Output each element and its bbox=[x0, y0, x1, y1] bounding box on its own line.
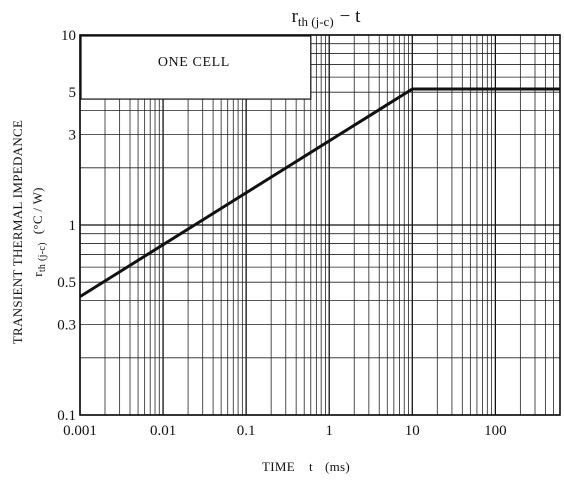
y-tick-labels: 0.1 0.3 0.5 1 3 5 10 bbox=[57, 28, 76, 424]
plot-frame bbox=[79, 34, 561, 416]
y-axis-label-line2: rth (j-c) (°C / W) bbox=[30, 187, 48, 277]
y-tick-label: 5 bbox=[69, 85, 77, 101]
x-axis-label-unit: (ms) bbox=[325, 459, 350, 474]
x-tick-label: 100 bbox=[484, 423, 507, 439]
x-tick-label: 0.001 bbox=[63, 423, 97, 439]
y-tick-label: 0.3 bbox=[57, 317, 76, 333]
x-axis-label: TIME t (ms) bbox=[262, 459, 350, 474]
y-tick-label: 3 bbox=[69, 127, 77, 143]
x-tick-label: 1 bbox=[325, 423, 333, 439]
chart-title-suffix: − t bbox=[340, 6, 361, 27]
y-axis-label-unit: (°C / W) bbox=[30, 187, 45, 234]
x-tick-label: 10 bbox=[405, 423, 420, 439]
annotation-box-background bbox=[80, 35, 312, 100]
y-axis-label-line1: TRANSIENT THERMAL IMPEDANCE bbox=[10, 120, 25, 345]
annotation-box: ONE CELL bbox=[80, 35, 312, 100]
x-tick-label: 0.01 bbox=[150, 423, 176, 439]
y-tick-label: 0.5 bbox=[57, 275, 76, 291]
y-axis-label-var: r bbox=[30, 272, 45, 277]
y-tick-label: 1 bbox=[69, 218, 77, 234]
x-tick-labels: 0.001 0.01 0.1 1 10 100 bbox=[63, 423, 506, 439]
annotation-text: ONE CELL bbox=[158, 55, 230, 70]
chart-title: rth (j-c) − t bbox=[292, 6, 362, 29]
x-axis-label-prefix: TIME bbox=[262, 459, 295, 474]
x-axis-label-variable: t bbox=[309, 459, 313, 474]
y-axis-label-line2-group: rth (j-c) (°C / W) bbox=[30, 187, 48, 277]
y-axis-label-subscript: th (j-c) bbox=[37, 242, 48, 272]
series-line bbox=[79, 87, 560, 298]
y-axis-label-line1-group: TRANSIENT THERMAL IMPEDANCE bbox=[10, 120, 25, 345]
y-tick-label: 10 bbox=[61, 28, 76, 44]
x-tick-label: 0.1 bbox=[237, 423, 256, 439]
chart-title-main: r bbox=[292, 6, 299, 27]
y-tick-label: 0.1 bbox=[57, 408, 76, 424]
chart-title-subscript: th (j-c) bbox=[298, 14, 334, 29]
